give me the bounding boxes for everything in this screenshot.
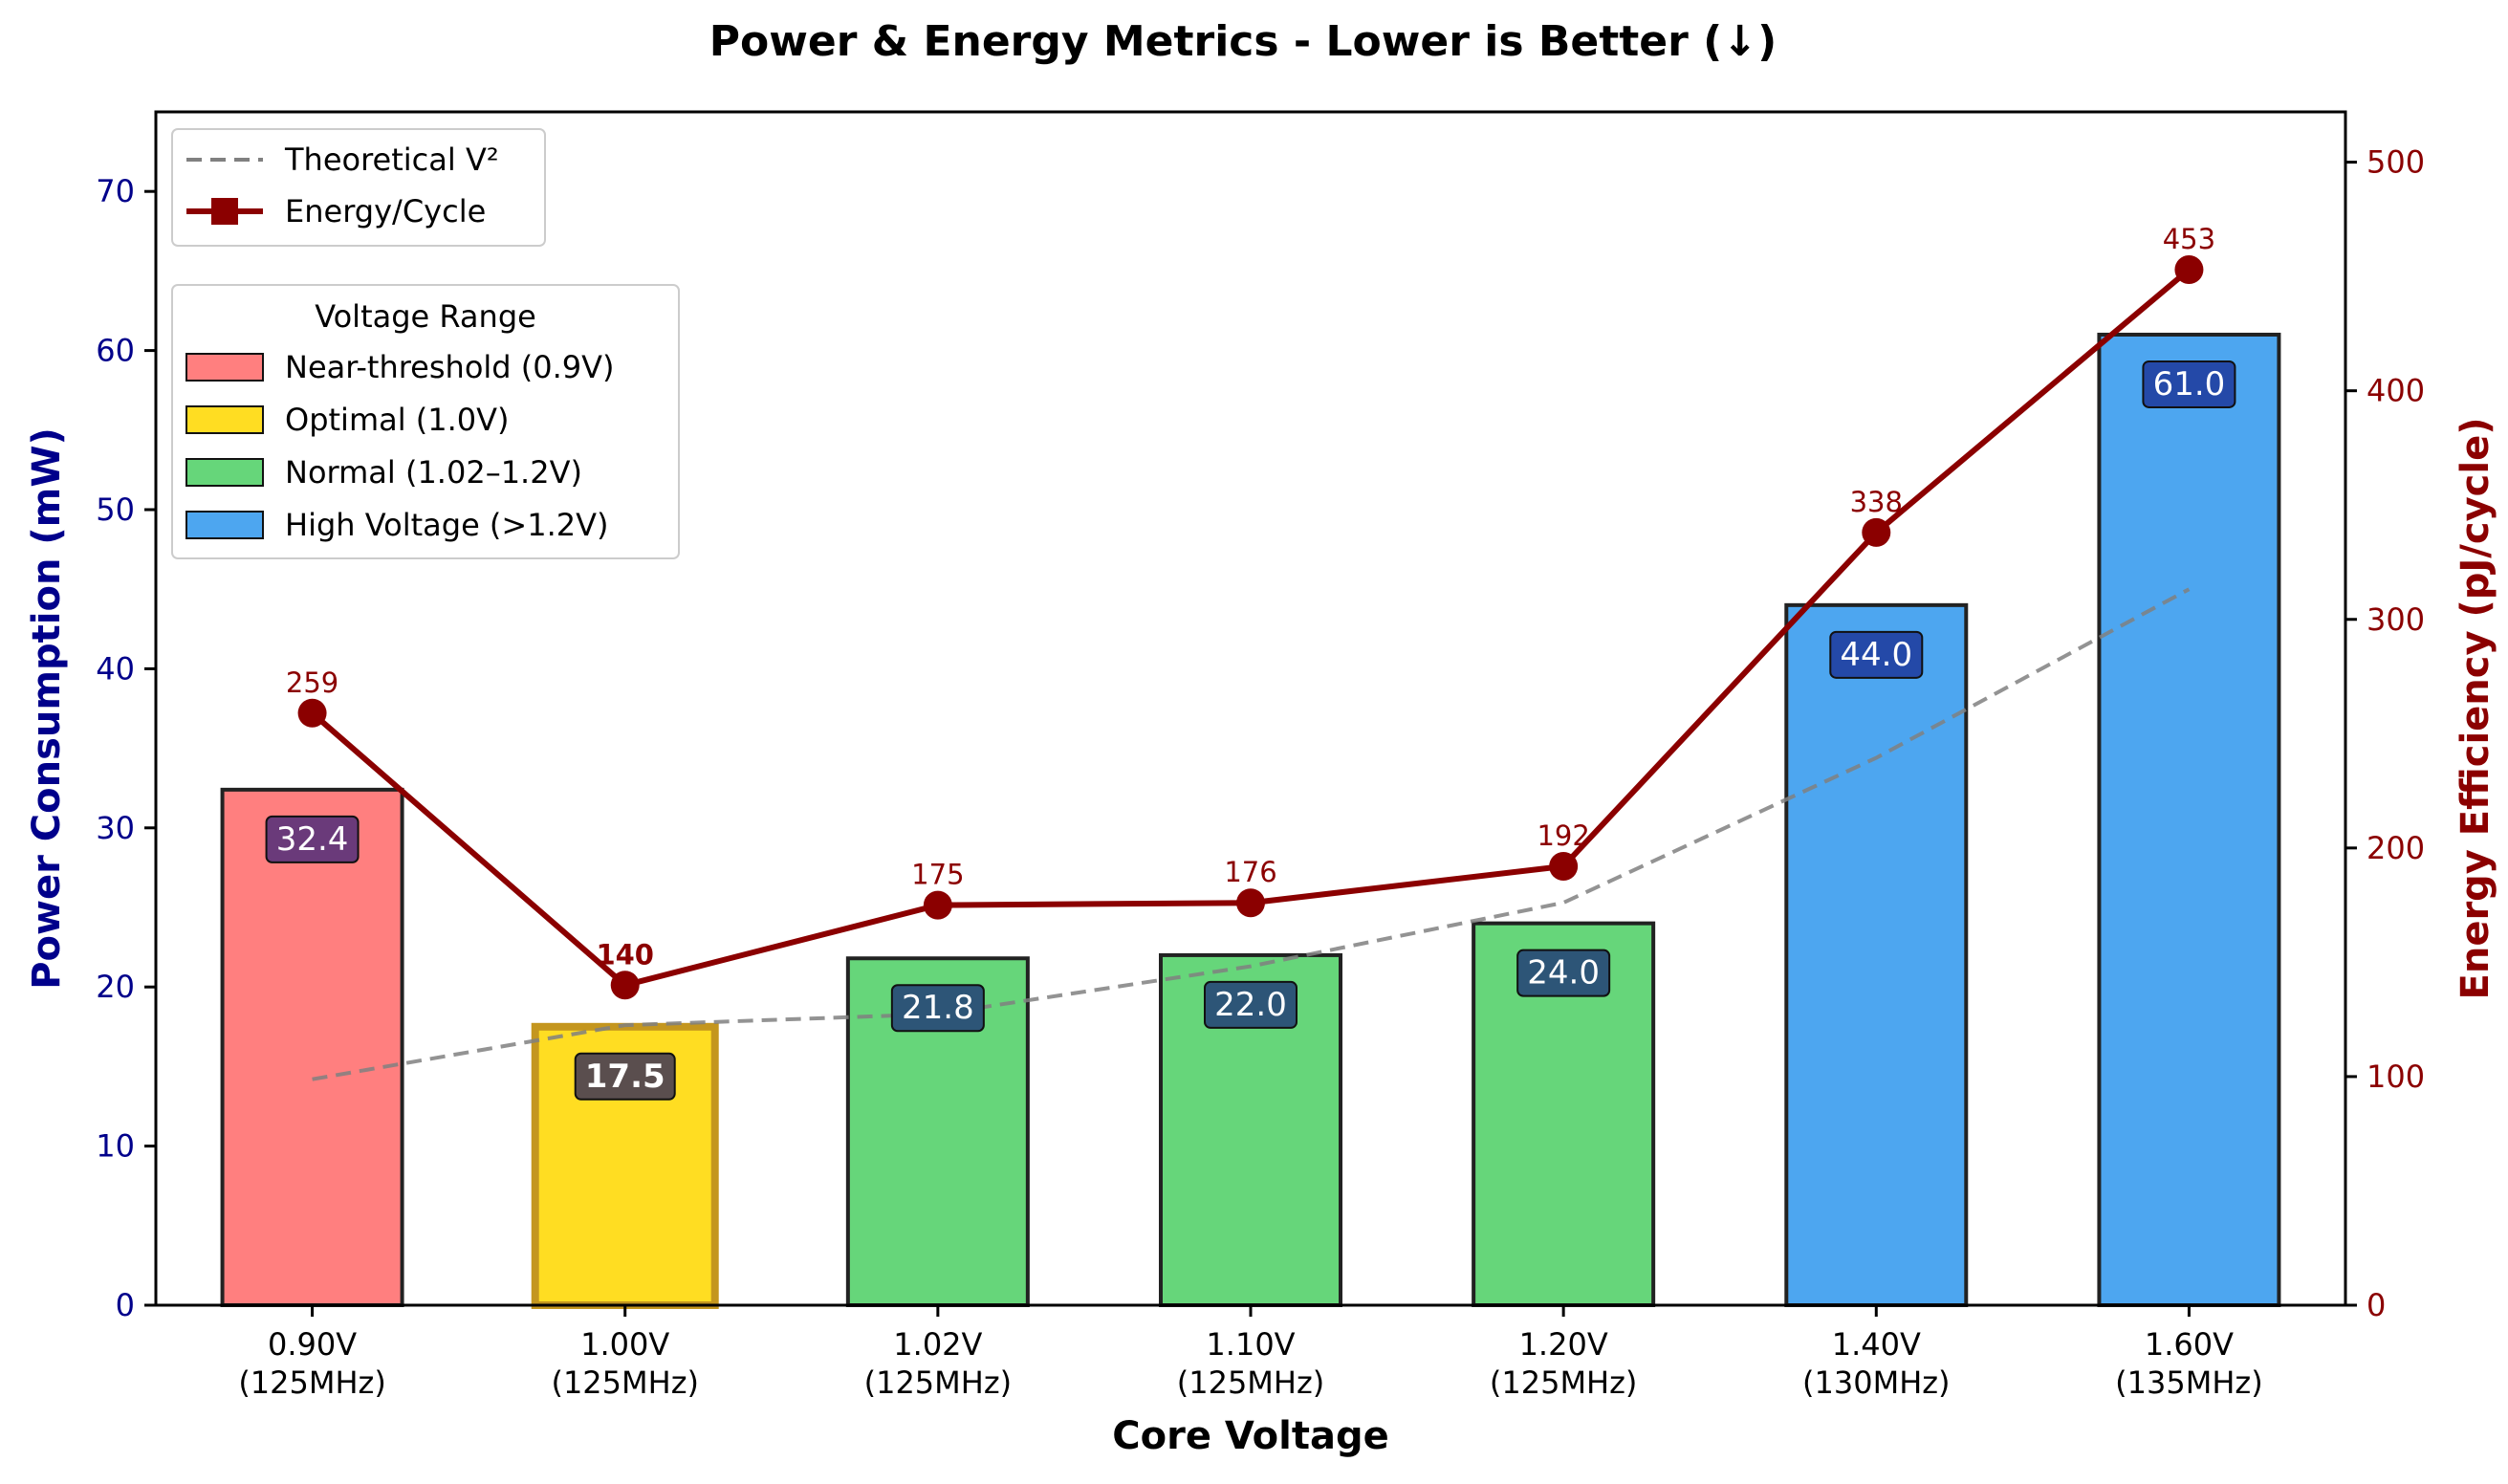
energy-label-0: 259 — [286, 666, 338, 699]
bar-label-box-6 — [2142, 360, 2236, 408]
bar-group — [220, 332, 2281, 1310]
line-legend-frame — [171, 128, 546, 247]
x-tick-voltage-3: 1.10V — [1206, 1326, 1295, 1363]
bar-5 — [1784, 602, 1969, 1307]
bar-label-box-5 — [1829, 630, 1924, 679]
energy-point-1 — [610, 971, 640, 1000]
energy-label-4: 192 — [1537, 819, 1589, 852]
right-tick-label-1: 100 — [2366, 1058, 2425, 1095]
bar-label-3: 22.0 — [1214, 986, 1287, 1024]
right-tick-label-4: 400 — [2366, 373, 2425, 409]
left-tick-label-5: 50 — [96, 491, 135, 528]
range-legend-title: Voltage Range — [315, 298, 536, 335]
x-tick-voltage-1: 1.00V — [580, 1326, 669, 1363]
left-tick-label-3: 30 — [96, 810, 135, 846]
left-tick-label-7: 70 — [96, 173, 135, 209]
bar-label-4: 24.0 — [1527, 954, 1600, 993]
range-legend-frame — [171, 284, 680, 559]
bar-label-group: 32.4 17.5 21.8 22.0 24.0 44.0 61.0 — [265, 360, 2236, 1101]
right-tick-label-2: 200 — [2366, 830, 2425, 866]
range-legend-label-0: Near-threshold (0.9V) — [285, 349, 615, 385]
right-axis: 0 100 200 300 400 500 — [2345, 144, 2425, 1323]
energy-label-2: 175 — [911, 859, 964, 891]
x-tick-freq-6: (135MHz) — [2115, 1364, 2263, 1401]
x-tick-freq-3: (125MHz) — [1177, 1364, 1325, 1401]
range-legend-swatch-3 — [185, 511, 264, 539]
range-legend-swatch-0 — [185, 353, 264, 382]
range-legend-swatch-1 — [185, 405, 264, 434]
energy-label-6: 453 — [2163, 223, 2215, 255]
x-tick-freq-1: (125MHz) — [551, 1364, 699, 1401]
x-tick-voltage-6: 1.60V — [2145, 1326, 2234, 1363]
y-axis-label: Power Consumption (mW) — [25, 427, 69, 990]
bar-6 — [2097, 332, 2281, 1307]
chart-title: Power & Energy Metrics - Lower is Better… — [709, 17, 1777, 66]
theoretical-line-group — [312, 587, 2191, 1081]
x-tick-freq-4: (125MHz) — [1490, 1364, 1638, 1401]
energy-point-0 — [297, 698, 327, 728]
bar-label-1: 17.5 — [585, 1058, 665, 1096]
bar-label-5: 44.0 — [1840, 636, 1912, 674]
range-legend-label-2: Normal (1.02–1.2V) — [285, 454, 582, 491]
line-legend: Theoretical V² Energy/Cycle — [171, 128, 546, 247]
right-tick-label-3: 300 — [2366, 601, 2425, 638]
range-legend-swatch-2 — [185, 458, 264, 487]
right-tick-label-0: 0 — [2366, 1287, 2386, 1323]
left-tick-label-0: 0 — [116, 1287, 135, 1323]
range-legend-label-1: Optimal (1.0V) — [285, 402, 510, 438]
energy-label-5: 338 — [1850, 486, 1903, 518]
bar-label-2: 21.8 — [902, 989, 974, 1027]
bar-label-box-3 — [1204, 980, 1298, 1029]
voltage-range-legend: Voltage Range Near-threshold (0.9V) Optima… — [171, 284, 680, 559]
legend-theoretical-label: Theoretical V² — [284, 142, 499, 178]
x-tick-voltage-4: 1.20V — [1519, 1326, 1608, 1363]
bar-label-0: 32.4 — [276, 820, 349, 859]
left-axis: 0 10 20 30 40 50 60 70 — [96, 173, 156, 1323]
x-tick-voltage-5: 1.40V — [1832, 1326, 1921, 1363]
x-tick-voltage-2: 1.02V — [893, 1326, 982, 1363]
left-tick-label-4: 40 — [96, 650, 135, 687]
x-axis: 0.90V(125MHz)1.00V(125MHz)1.02V(125MHz)1… — [238, 1305, 2263, 1401]
y2-axis-label: Energy Efficiency (pJ/cycle) — [2453, 418, 2497, 1000]
x-tick-voltage-0: 0.90V — [268, 1326, 357, 1363]
energy-point-4 — [1549, 851, 1579, 881]
bar-label-box-0 — [265, 815, 360, 863]
energy-point-2 — [923, 890, 952, 920]
energy-label-1: 140 — [596, 938, 654, 971]
x-tick-freq-5: (130MHz) — [1802, 1364, 1951, 1401]
energy-label-group: 259 140 175 176 192 338 453 — [286, 223, 2215, 971]
energy-point-3 — [1236, 888, 1265, 918]
left-tick-label-2: 20 — [96, 969, 135, 1005]
theoretical-v2-line — [312, 587, 2191, 1081]
left-tick-label-6: 60 — [96, 333, 135, 369]
bar-label-6: 61.0 — [2153, 365, 2226, 404]
energy-label-3: 176 — [1224, 856, 1276, 888]
x-axis-label: Core Voltage — [1112, 1414, 1388, 1458]
energy-point-6 — [2174, 254, 2204, 284]
energy-point-5 — [1862, 517, 1891, 547]
right-tick-label-5: 500 — [2366, 144, 2425, 181]
bar-label-box-4 — [1516, 949, 1611, 997]
bar-label-box-1 — [574, 1052, 676, 1101]
x-tick-freq-2: (125MHz) — [864, 1364, 1013, 1401]
bar-0 — [220, 787, 404, 1307]
energy-line-group — [297, 254, 2204, 1000]
bar-label-box-2 — [890, 984, 985, 1033]
left-tick-label-1: 10 — [96, 1128, 135, 1165]
legend-energy-label: Energy/Cycle — [285, 193, 486, 229]
x-tick-freq-0: (125MHz) — [238, 1364, 386, 1401]
legend-energy-marker — [211, 198, 238, 225]
range-legend-label-3: High Voltage (>1.2V) — [285, 507, 608, 543]
